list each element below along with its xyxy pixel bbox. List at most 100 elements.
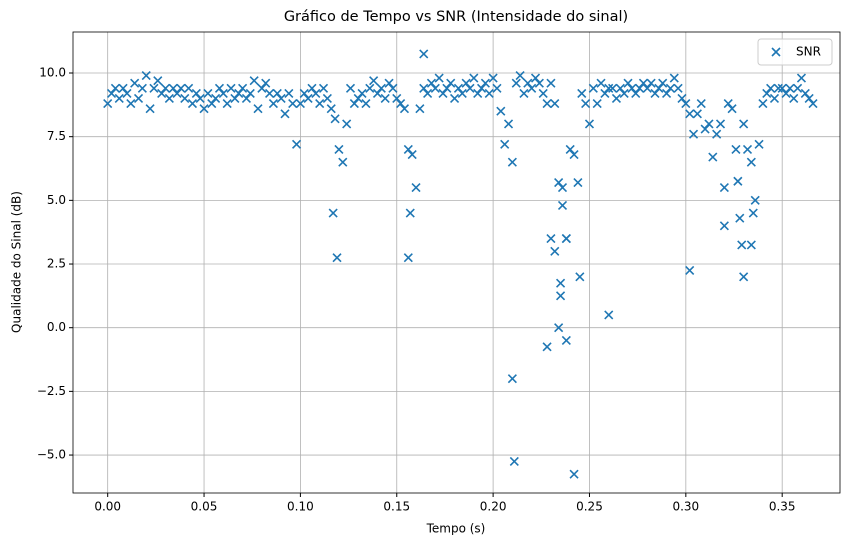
- marker-stroke: [638, 78, 648, 88]
- y-tick-label: −2.5: [37, 384, 66, 398]
- point: [748, 208, 758, 218]
- x-tick-label: 0.30: [672, 500, 699, 514]
- marker-stroke: [176, 83, 186, 93]
- point: [199, 104, 209, 114]
- point: [172, 88, 182, 98]
- marker-stroke: [157, 88, 167, 98]
- marker-stroke: [739, 119, 749, 129]
- point: [550, 246, 560, 256]
- point: [700, 124, 710, 134]
- marker-stroke: [199, 104, 209, 114]
- marker-stroke: [661, 88, 672, 98]
- marker-stroke: [796, 73, 807, 83]
- marker-stroke: [332, 253, 342, 263]
- marker-stroke: [789, 93, 799, 104]
- marker-stroke: [284, 88, 294, 98]
- marker-stroke: [561, 233, 571, 244]
- point: [405, 208, 415, 218]
- marker-stroke: [658, 78, 668, 88]
- marker-stroke: [450, 93, 460, 104]
- y-tick-label: 2.5: [47, 257, 66, 271]
- marker-stroke: [748, 208, 758, 218]
- marker-stroke: [419, 83, 429, 93]
- marker-stroke: [665, 83, 675, 93]
- marker-stroke: [365, 83, 375, 93]
- point: [769, 93, 780, 104]
- marker-stroke: [226, 83, 236, 93]
- marker-stroke: [187, 99, 198, 109]
- marker-stroke: [403, 144, 413, 154]
- marker-stroke: [222, 99, 232, 109]
- marker-stroke: [349, 99, 359, 109]
- point: [546, 78, 556, 88]
- marker-stroke: [133, 93, 144, 104]
- point: [191, 88, 201, 98]
- marker-stroke: [307, 83, 317, 93]
- marker-stroke: [372, 88, 383, 98]
- marker-stroke: [715, 119, 726, 129]
- point: [777, 83, 787, 93]
- marker-stroke: [442, 83, 452, 93]
- marker-stroke: [669, 73, 679, 83]
- marker-stroke: [184, 83, 194, 93]
- point: [230, 93, 240, 104]
- marker-stroke: [465, 83, 475, 93]
- point: [122, 88, 132, 98]
- marker-stroke: [345, 83, 356, 93]
- marker-stroke: [396, 99, 406, 109]
- marker-stroke: [405, 208, 415, 218]
- marker-stroke: [153, 76, 163, 86]
- point: [211, 93, 221, 104]
- marker-stroke: [288, 99, 298, 109]
- point: [758, 99, 768, 109]
- point: [380, 93, 390, 104]
- marker-stroke: [160, 83, 171, 93]
- point: [133, 93, 144, 104]
- point: [604, 83, 614, 93]
- point: [241, 93, 252, 104]
- point: [106, 88, 117, 98]
- marker-stroke: [311, 88, 321, 98]
- point: [507, 157, 517, 167]
- marker-stroke: [503, 119, 514, 129]
- marker-stroke: [733, 176, 743, 186]
- point: [137, 83, 147, 93]
- marker-stroke: [615, 83, 625, 93]
- legend-label: SNR: [796, 45, 821, 59]
- point: [457, 88, 467, 98]
- point: [372, 88, 383, 98]
- marker-stroke: [785, 83, 795, 93]
- point: [715, 119, 726, 129]
- point: [746, 240, 756, 250]
- point: [419, 49, 429, 59]
- point: [365, 83, 375, 93]
- point: [284, 88, 294, 98]
- point: [184, 83, 194, 93]
- point: [326, 104, 336, 114]
- marker-stroke: [507, 157, 517, 167]
- marker-stroke: [519, 88, 529, 98]
- marker-stroke: [457, 88, 467, 98]
- point: [311, 88, 321, 98]
- x-tick-label: 0.25: [576, 500, 603, 514]
- point: [114, 93, 124, 104]
- marker-stroke: [555, 278, 566, 288]
- point: [318, 83, 329, 93]
- marker-stroke: [461, 78, 471, 88]
- marker-stroke: [168, 83, 178, 93]
- marker-stroke: [326, 104, 336, 114]
- point: [245, 88, 255, 98]
- marker-stroke: [195, 93, 205, 104]
- point: [523, 78, 533, 88]
- marker-stroke: [103, 99, 113, 109]
- marker-stroke: [500, 139, 510, 149]
- x-tick-label: 0.05: [191, 500, 218, 514]
- y-tick-label: −5.0: [37, 448, 66, 462]
- point: [561, 335, 571, 346]
- marker-stroke: [777, 83, 787, 93]
- marker-stroke: [261, 78, 271, 88]
- point: [180, 93, 190, 104]
- marker-stroke: [130, 78, 140, 88]
- point: [303, 93, 313, 104]
